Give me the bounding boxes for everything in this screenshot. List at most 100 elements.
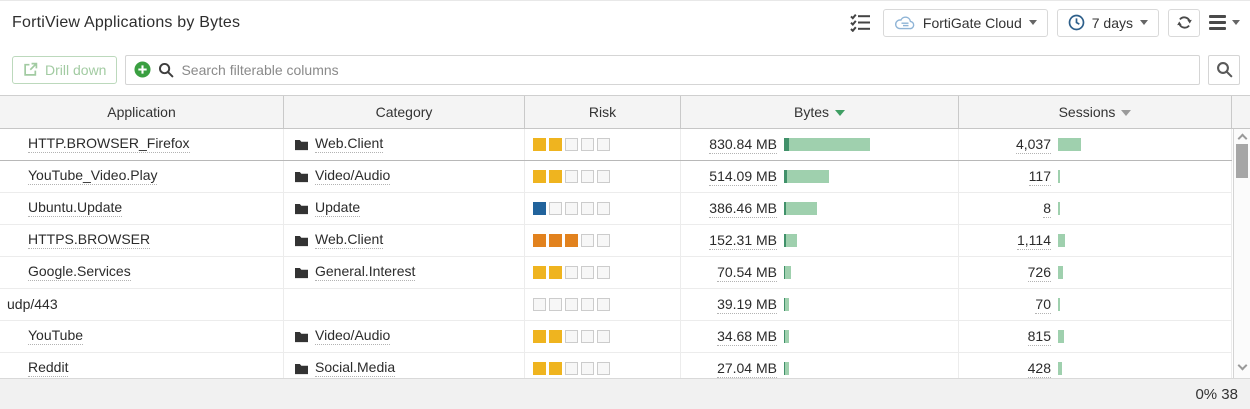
risk-square	[533, 329, 546, 343]
sessions-bar	[1058, 297, 1060, 311]
sessions-link[interactable]: 726	[1027, 264, 1051, 283]
refresh-button[interactable]	[1168, 8, 1200, 37]
folder-icon	[294, 362, 309, 375]
application-link[interactable]: HTTPS.BROWSER	[28, 231, 151, 250]
risk-square	[533, 297, 546, 311]
risk-meter	[525, 256, 681, 288]
add-filter-icon[interactable]	[134, 61, 151, 78]
risk-meter	[525, 160, 681, 192]
risk-square	[549, 201, 562, 215]
bytes-link[interactable]: 386.46 MB	[709, 200, 777, 219]
application-link[interactable]: YouTube_Video.Play	[28, 167, 158, 186]
table-row[interactable]: udp/443 39.19 MB 70	[0, 288, 1232, 321]
column-header-risk[interactable]: Risk	[525, 95, 681, 128]
sessions-bar	[1058, 361, 1062, 375]
sessions-link[interactable]: 70	[1035, 296, 1051, 315]
risk-square	[565, 361, 578, 375]
bytes-link[interactable]: 514.09 MB	[709, 168, 777, 187]
category-link[interactable]: Video/Audio	[315, 167, 391, 186]
column-header-sessions[interactable]: Sessions	[959, 95, 1232, 128]
risk-square	[549, 137, 562, 151]
chevron-down-icon	[1140, 20, 1148, 26]
header-scrollbar-gap	[1232, 96, 1250, 128]
table-row[interactable]: Ubuntu.Update Update 386.46 MB 8	[0, 192, 1232, 225]
apply-search-button[interactable]	[1208, 54, 1240, 85]
risk-meter	[525, 224, 681, 256]
risk-square	[565, 201, 578, 215]
category-link[interactable]: Social.Media	[315, 359, 396, 378]
application-link[interactable]: Reddit	[28, 359, 69, 378]
drill-down-button[interactable]: Drill down	[12, 55, 118, 84]
application-link[interactable]: Google.Services	[28, 263, 131, 282]
table-row[interactable]: Reddit Social.Media 27.04 MB 428	[0, 352, 1232, 379]
sessions-bar	[1058, 169, 1060, 183]
bytes-link[interactable]: 27.04 MB	[717, 360, 777, 379]
risk-square	[597, 361, 610, 375]
bytes-bar	[784, 169, 829, 183]
more-menu-button[interactable]	[1209, 15, 1240, 31]
chevron-down-icon	[1232, 20, 1240, 26]
bytes-bar	[784, 137, 870, 151]
scrollbar-thumb[interactable]	[1236, 143, 1248, 178]
category-link[interactable]: Update	[315, 199, 361, 218]
application-link[interactable]: YouTube	[28, 327, 84, 346]
bytes-link[interactable]: 70.54 MB	[717, 264, 777, 283]
column-header-bytes[interactable]: Bytes	[681, 95, 959, 128]
sort-descending-icon	[1121, 109, 1132, 116]
category-link[interactable]: Web.Client	[315, 231, 384, 250]
sessions-link[interactable]: 1,114	[1017, 232, 1051, 251]
sessions-link[interactable]: 428	[1027, 360, 1051, 379]
risk-square	[549, 361, 562, 375]
risk-square	[581, 137, 594, 151]
device-dropdown-label: FortiGate Cloud	[922, 14, 1022, 31]
sessions-link[interactable]: 117	[1028, 168, 1051, 187]
bytes-link[interactable]: 830.84 MB	[709, 136, 777, 155]
device-dropdown[interactable]: FortiGate Cloud	[882, 8, 1048, 37]
table-rows: HTTP.BROWSER_Firefox Web.Client 830.84 M…	[0, 128, 1250, 379]
bytes-link[interactable]: 39.19 MB	[717, 296, 777, 315]
application-link: udp/443	[7, 296, 58, 313]
category-link[interactable]: General.Interest	[315, 263, 416, 282]
sessions-bar	[1058, 329, 1064, 343]
risk-square	[549, 329, 562, 343]
application-link[interactable]: HTTP.BROWSER_Firefox	[28, 135, 190, 154]
folder-icon	[294, 330, 309, 343]
table-row[interactable]: HTTPS.BROWSER Web.Client 152.31 MB 1,114	[0, 224, 1232, 257]
time-period-dropdown[interactable]: 7 days	[1056, 8, 1159, 37]
search-input[interactable]	[181, 61, 1191, 78]
vertical-scrollbar[interactable]	[1233, 128, 1250, 379]
risk-meter	[525, 192, 681, 224]
scroll-up-icon[interactable]	[1237, 133, 1248, 144]
sessions-link[interactable]: 815	[1027, 328, 1051, 347]
risk-square	[565, 329, 578, 343]
table-row[interactable]: HTTP.BROWSER_Firefox Web.Client 830.84 M…	[0, 128, 1232, 161]
risk-square	[549, 233, 562, 247]
time-period-label: 7 days	[1091, 14, 1133, 31]
scroll-down-icon[interactable]	[1237, 360, 1248, 371]
sessions-link[interactable]: 4,037	[1015, 136, 1051, 155]
category-link[interactable]: Web.Client	[315, 135, 384, 154]
application-link[interactable]: Ubuntu.Update	[28, 199, 123, 218]
risk-meter	[525, 352, 681, 379]
risk-square	[533, 137, 546, 151]
title-bar: FortiView Applications by Bytes FortiGat…	[0, 1, 1250, 45]
category-link[interactable]: Video/Audio	[315, 327, 391, 346]
risk-square	[597, 329, 610, 343]
folder-icon	[294, 138, 309, 151]
column-settings-icon[interactable]	[850, 13, 871, 33]
risk-meter	[525, 288, 681, 320]
column-header-category[interactable]: Category	[284, 95, 525, 128]
refresh-icon	[1176, 14, 1193, 31]
risk-square	[581, 233, 594, 247]
table-row[interactable]: YouTube_Video.Play Video/Audio 514.09 MB…	[0, 160, 1232, 193]
table-row[interactable]: YouTube Video/Audio 34.68 MB 815	[0, 320, 1232, 353]
risk-square	[565, 233, 578, 247]
bytes-link[interactable]: 34.68 MB	[717, 328, 777, 347]
bytes-link[interactable]: 152.31 MB	[709, 232, 777, 251]
table-row[interactable]: Google.Services General.Interest 70.54 M…	[0, 256, 1232, 289]
column-header-application[interactable]: Application	[0, 95, 284, 128]
risk-square	[597, 137, 610, 151]
sessions-link[interactable]: 8	[1043, 200, 1051, 219]
risk-square	[597, 297, 610, 311]
clock-icon	[1068, 14, 1085, 31]
